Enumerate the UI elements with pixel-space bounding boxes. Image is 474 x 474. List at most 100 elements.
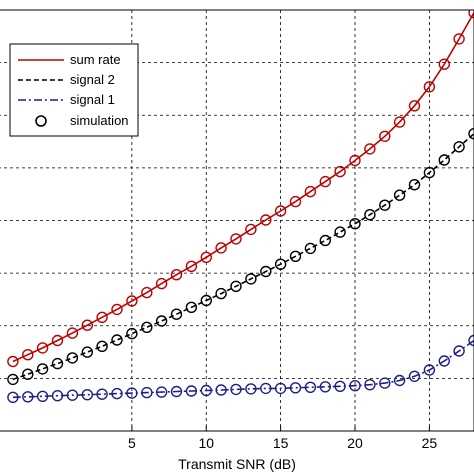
simulation-point	[274, 258, 287, 270]
simulation-point	[349, 380, 361, 392]
simulation-point	[334, 165, 346, 178]
simulation-point	[393, 374, 406, 387]
series-layer	[12, 12, 474, 399]
x-tick-label: 20	[347, 435, 363, 451]
simulation-point	[66, 352, 79, 364]
legend-label-signal-1: signal 1	[70, 92, 115, 107]
simulation-point	[453, 345, 465, 357]
simulation-point	[349, 217, 361, 230]
simulation-point	[349, 154, 361, 167]
simulation-point	[170, 269, 183, 281]
simulation-point	[319, 234, 331, 247]
simulation-point	[22, 349, 34, 361]
simulation-point	[334, 226, 346, 238]
simulation-point	[423, 81, 436, 93]
simulation-point	[289, 195, 302, 208]
simulation-point	[81, 346, 94, 358]
legend-label-signal-2: signal 2	[70, 72, 115, 87]
series-line-signal-1	[12, 339, 474, 399]
simulation-point	[468, 10, 474, 19]
simulation-point	[304, 185, 317, 198]
simulation-point	[66, 389, 79, 401]
simulation-point	[66, 327, 79, 339]
simulation-point	[51, 334, 64, 347]
simulation-point	[96, 311, 108, 323]
simulation-point	[185, 385, 198, 397]
legend-label-simulation: simulation	[70, 113, 129, 128]
simulation-point	[319, 175, 331, 188]
simulation-point	[364, 143, 376, 155]
simulation-point	[111, 387, 123, 400]
markers-layer	[7, 10, 474, 403]
simulation-point	[96, 388, 108, 400]
simulation-point	[274, 382, 287, 395]
simulation-point	[230, 383, 242, 396]
simulation-point	[245, 383, 257, 395]
simulation-point	[453, 33, 465, 45]
simulation-point	[185, 301, 198, 313]
simulation-point	[304, 242, 317, 255]
legend: sum rate signal 2 signal 1 simulation	[9, 43, 139, 137]
simulation-point	[22, 368, 34, 380]
simulation-point	[230, 233, 242, 245]
simulation-point	[245, 273, 257, 285]
simulation-point	[141, 386, 153, 399]
simulation-point	[364, 379, 376, 391]
simulation-point	[379, 199, 391, 211]
simulation-point	[126, 295, 138, 307]
simulation-point	[379, 377, 391, 389]
simulation-point	[7, 391, 19, 403]
simulation-point	[141, 321, 153, 333]
simulation-point	[260, 382, 272, 395]
simulation-point	[185, 260, 198, 272]
simulation-point	[200, 384, 213, 397]
simulation-point	[51, 390, 64, 402]
series-line-signal-2	[12, 133, 474, 381]
simulation-point	[141, 286, 153, 299]
simulation-point	[408, 178, 421, 191]
simulation-point	[438, 58, 450, 70]
simulation-point	[393, 116, 406, 128]
x-tick-label: 25	[422, 435, 438, 451]
simulation-point	[81, 389, 94, 401]
simulation-point	[438, 355, 450, 367]
simulation-point	[245, 223, 257, 236]
simulation-point	[423, 364, 436, 376]
simulation-point	[319, 381, 331, 393]
simulation-point	[155, 315, 168, 327]
simulation-point	[215, 287, 227, 300]
simulation-point	[22, 391, 34, 403]
legend-label-sum-rate: sum rate	[70, 52, 121, 67]
simulation-point	[260, 265, 272, 278]
x-tick-label: 10	[198, 435, 214, 451]
simulation-point	[289, 382, 302, 394]
simulation-point	[364, 208, 376, 221]
simulation-point	[36, 390, 49, 402]
simulation-point	[7, 355, 19, 368]
simulation-point	[111, 334, 123, 346]
series-line-sum-rate	[12, 12, 474, 363]
simulation-point	[408, 100, 421, 112]
x-tick-label: 15	[273, 435, 289, 451]
simulation-point	[51, 357, 64, 370]
simulation-point	[7, 373, 19, 386]
simulation-point	[230, 280, 242, 292]
simulation-point	[170, 308, 183, 320]
simulation-point	[379, 130, 391, 143]
simulation-point	[126, 327, 138, 340]
simulation-point	[170, 385, 183, 398]
simulation-point	[215, 242, 227, 254]
simulation-point	[453, 141, 465, 153]
simulation-point	[96, 340, 108, 352]
simulation-point	[155, 277, 168, 290]
simulation-point	[468, 128, 474, 140]
simulation-point	[468, 334, 474, 347]
x-axis-label: Transmit SNR (dB)	[178, 456, 296, 472]
simulation-point	[81, 319, 94, 331]
simulation-point	[408, 370, 421, 382]
legend-swatch-simulation	[35, 115, 47, 127]
plot-frame	[0, 9, 474, 432]
simulation-point	[289, 250, 302, 262]
simulation-point	[274, 205, 287, 217]
simulation-point	[215, 384, 227, 396]
